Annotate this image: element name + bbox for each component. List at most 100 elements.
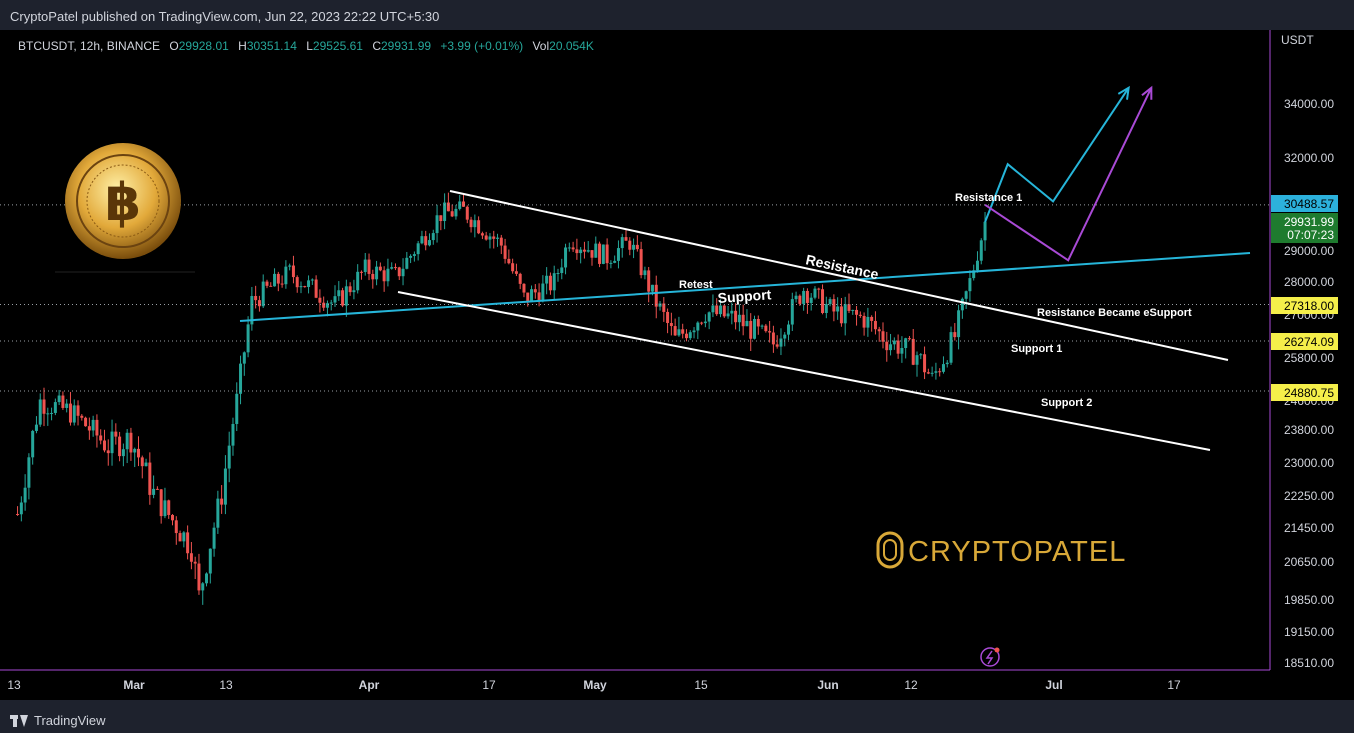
candle-body [473,220,477,228]
candle-body [333,296,337,303]
candle-body [643,270,647,276]
candle-body [968,278,972,292]
candle-body [707,312,711,322]
candle-body [182,532,186,542]
candle-body [189,553,193,562]
y-tick-label: 34000.00 [1284,97,1334,111]
candle-body [949,332,953,363]
brand-mark-outer [876,531,904,569]
candle-body [454,208,458,217]
candle-body [295,277,299,288]
candle-body [136,448,140,458]
tradingview-logo-icon [10,714,28,727]
x-tick-label: 17 [482,678,496,692]
candle-body [378,266,382,271]
candle-body [571,247,575,250]
candle-body [821,289,825,314]
candle-body [960,298,964,311]
candle-body [382,270,386,282]
close-value: 29931.99 [380,39,432,53]
symbol-label[interactable]: BTCUSDT, 12h, BINANCE [18,39,161,53]
candle-body [522,283,526,293]
candle-body [174,520,178,534]
candle-body [930,372,934,374]
candle-body [416,243,420,255]
candle-body [858,314,862,316]
y-tick-label: 21450.00 [1284,521,1334,535]
y-tick-label: 23800.00 [1284,423,1334,437]
candle-body [775,344,779,347]
candle-body [941,364,945,372]
candle-body [140,457,144,467]
candle-body [409,255,413,258]
candle-body [915,355,919,365]
candle-body [552,273,556,291]
support-level-1-label: 27318.00 [1284,299,1334,313]
footer-brand[interactable]: TradingView [34,713,106,728]
rising-support-line [239,252,1251,322]
candle-body [212,527,216,549]
resistance-1-annotation: Resistance 1 [955,192,1022,204]
candle-body [197,563,201,591]
candle-body [163,500,167,517]
candle-body [764,325,768,332]
candle-body [609,262,613,264]
retest-annotation: Retest [679,279,713,291]
axis-currency: USDT [1281,33,1314,47]
last-price-tag [1271,213,1338,230]
candle-body [19,502,23,515]
candle-body [65,403,69,408]
candle-body [684,333,688,339]
candle-body [220,498,224,505]
candle-body [514,271,518,274]
footer-bar: TradingView [0,700,1354,733]
candle-body [239,363,243,394]
candle-body [586,250,590,252]
candle-body [881,331,885,342]
candle-body [178,533,182,542]
candle-body [628,240,632,250]
y-tick-label: 29000.00 [1284,244,1334,258]
candle-body [548,275,552,291]
support-level-3-tag [1271,384,1338,401]
candle-body [541,283,545,302]
candle-body [393,267,397,269]
candle-body [91,419,95,431]
support-1-annotation: Support 1 [1011,343,1062,355]
chart-area[interactable]: Resistance Support Retest Resistance 1 Resis… [0,30,1354,700]
candle-body [412,254,416,256]
candle-body [575,249,579,254]
candle-body [155,488,159,490]
candle-body [639,249,643,276]
candle-body [832,299,836,312]
candle-body [469,219,473,228]
candle-body [95,419,99,436]
channel-lower-line [397,291,1211,451]
candle-body [118,436,122,457]
candle-body [594,243,598,258]
candle-body [681,329,685,334]
coin-outer [65,143,181,259]
last-price-label: 29931.99 [1284,215,1334,229]
candle-body [696,322,700,331]
candle-body [61,395,65,408]
candle-body [488,236,492,240]
pullback-path-magenta [984,87,1153,262]
candle-body [477,220,481,234]
candle-body [216,498,220,528]
candle-body [276,273,280,284]
candle-body [866,316,870,328]
time-axis-group: 13 Mar 13 Apr 17 May 15 Jun 12 Jul 17 [0,647,1354,700]
candle-body [870,316,874,321]
candle-body [465,206,469,220]
candle-body [817,288,821,290]
price-chart[interactable]: Resistance Support Retest Resistance 1 Resis… [0,30,1354,700]
candle-body [669,323,673,327]
candle-body [405,257,409,269]
candle-body [911,338,915,365]
candle-body [760,325,764,327]
candle-body [16,514,20,515]
x-tick-label: May [583,678,607,692]
y-tick-label: 19850.00 [1284,593,1334,607]
candle-body [798,295,802,304]
